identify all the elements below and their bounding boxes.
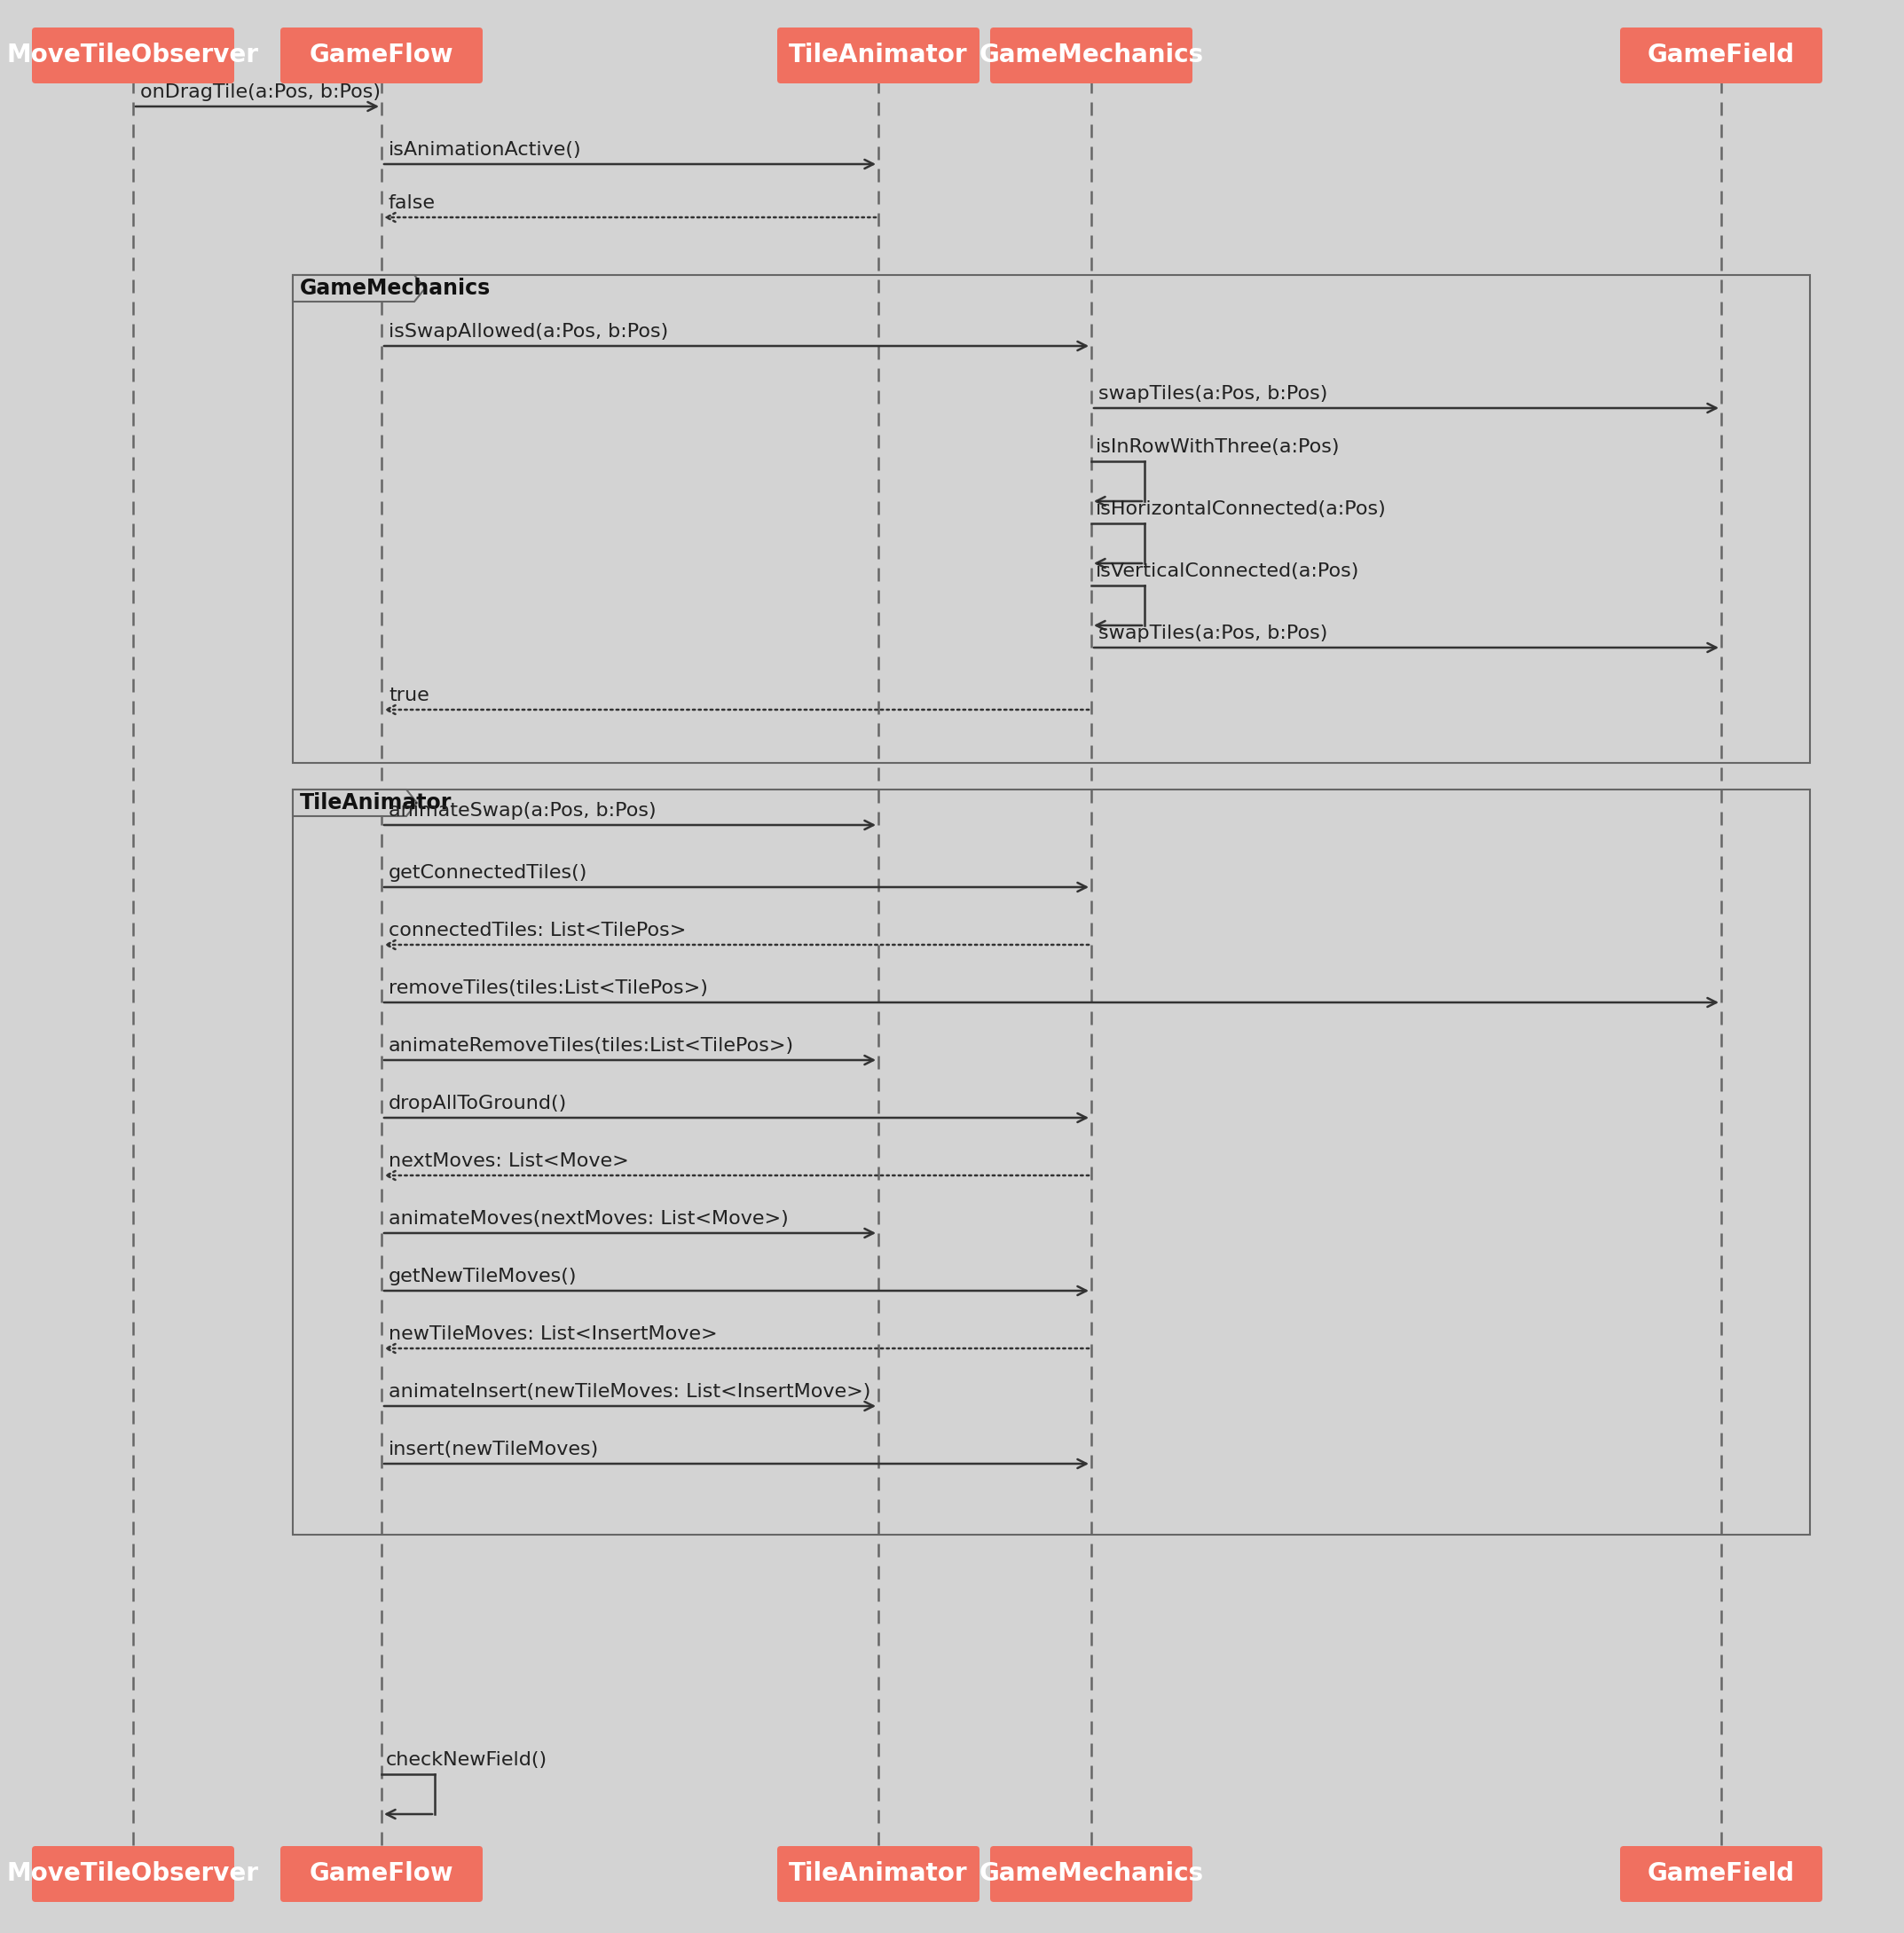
FancyBboxPatch shape (1620, 27, 1822, 83)
Text: isInRowWithThree(a:Pos): isInRowWithThree(a:Pos) (1095, 439, 1340, 456)
FancyBboxPatch shape (280, 27, 482, 83)
Text: false: false (388, 195, 436, 213)
Text: GameField: GameField (1647, 1861, 1795, 1887)
Bar (293, 789, 1811, 1535)
FancyBboxPatch shape (777, 27, 979, 83)
FancyBboxPatch shape (32, 1846, 234, 1902)
Text: animateSwap(a:Pos, b:Pos): animateSwap(a:Pos, b:Pos) (388, 802, 657, 820)
Text: MoveTileObserver: MoveTileObserver (8, 1861, 259, 1887)
Text: GameMechanics: GameMechanics (979, 43, 1203, 68)
Text: true: true (388, 686, 428, 704)
Text: getConnectedTiles(): getConnectedTiles() (388, 864, 588, 881)
Bar (293, 274, 1811, 764)
Text: GameFlow: GameFlow (310, 43, 453, 68)
Text: swapTiles(a:Pos, b:Pos): swapTiles(a:Pos, b:Pos) (1099, 624, 1327, 642)
Text: MoveTileObserver: MoveTileObserver (8, 43, 259, 68)
FancyBboxPatch shape (32, 27, 234, 83)
Text: dropAllToGround(): dropAllToGround() (388, 1094, 567, 1111)
Text: isHorizontalConnected(a:Pos): isHorizontalConnected(a:Pos) (1095, 501, 1386, 518)
Text: isVerticalConnected(a:Pos): isVerticalConnected(a:Pos) (1095, 563, 1359, 580)
FancyBboxPatch shape (990, 1846, 1192, 1902)
Text: getNewTileMoves(): getNewTileMoves() (388, 1268, 577, 1285)
Text: nextMoves: List<Move>: nextMoves: List<Move> (388, 1152, 628, 1169)
FancyBboxPatch shape (280, 1846, 482, 1902)
Text: TileAnimator: TileAnimator (788, 1861, 967, 1887)
Text: checkNewField(): checkNewField() (387, 1751, 548, 1769)
Text: animateMoves(nextMoves: List<Move>): animateMoves(nextMoves: List<Move>) (388, 1210, 788, 1227)
Text: isSwapAllowed(a:Pos, b:Pos): isSwapAllowed(a:Pos, b:Pos) (388, 323, 668, 340)
Text: isAnimationActive(): isAnimationActive() (388, 141, 583, 159)
Text: animateRemoveTiles(tiles:List<TilePos>): animateRemoveTiles(tiles:List<TilePos>) (388, 1036, 794, 1055)
FancyBboxPatch shape (1620, 1846, 1822, 1902)
FancyBboxPatch shape (990, 27, 1192, 83)
Text: GameFlow: GameFlow (310, 1861, 453, 1887)
Text: swapTiles(a:Pos, b:Pos): swapTiles(a:Pos, b:Pos) (1099, 385, 1327, 402)
Polygon shape (293, 789, 417, 816)
Text: animateInsert(newTileMoves: List<InsertMove>): animateInsert(newTileMoves: List<InsertM… (388, 1382, 870, 1401)
Polygon shape (293, 274, 425, 302)
Text: GameMechanics: GameMechanics (979, 1861, 1203, 1887)
Text: insert(newTileMoves): insert(newTileMoves) (388, 1440, 600, 1457)
Text: onDragTile(a:Pos, b:Pos): onDragTile(a:Pos, b:Pos) (141, 83, 381, 101)
Text: TileAnimator: TileAnimator (301, 793, 451, 814)
Text: connectedTiles: List<TilePos>: connectedTiles: List<TilePos> (388, 922, 685, 939)
Text: GameField: GameField (1647, 43, 1795, 68)
Text: TileAnimator: TileAnimator (788, 43, 967, 68)
Text: newTileMoves: List<InsertMove>: newTileMoves: List<InsertMove> (388, 1326, 718, 1343)
Text: GameMechanics: GameMechanics (301, 278, 491, 300)
FancyBboxPatch shape (777, 1846, 979, 1902)
Text: removeTiles(tiles:List<TilePos>): removeTiles(tiles:List<TilePos>) (388, 980, 708, 997)
